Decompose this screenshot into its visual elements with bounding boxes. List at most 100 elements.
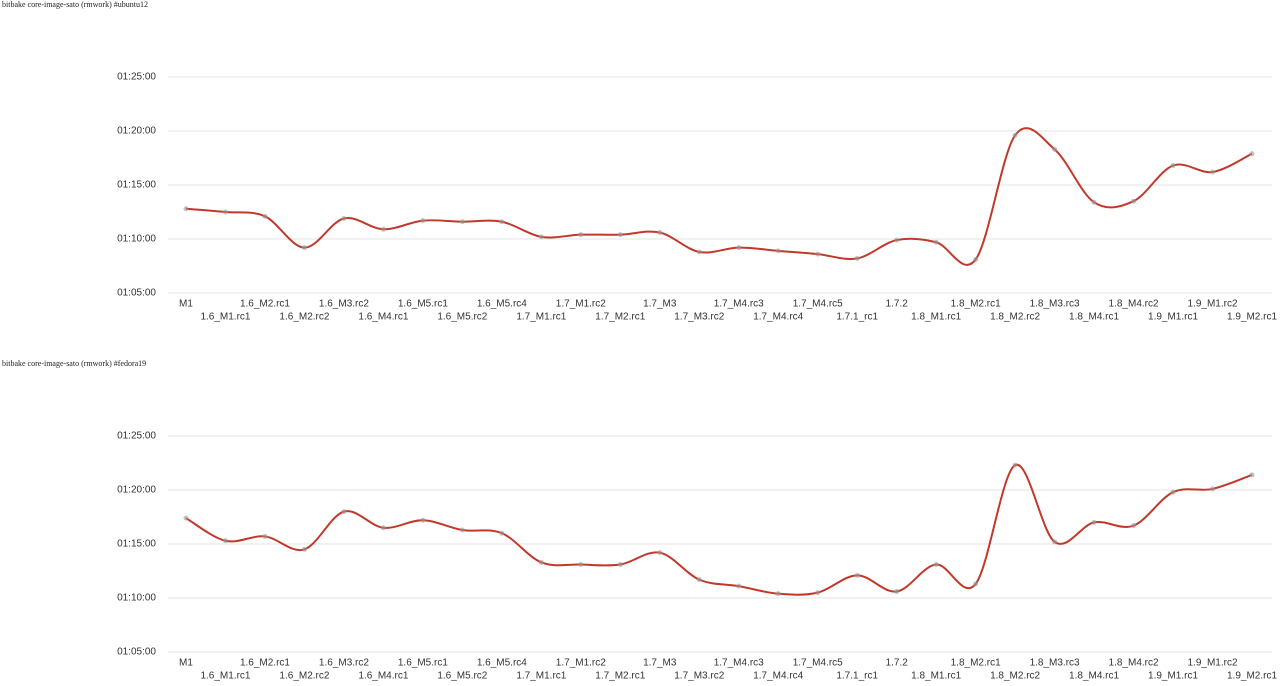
- x-tick-label: 1.7_M4.rc5: [793, 299, 843, 310]
- point: [183, 515, 189, 521]
- point: [262, 213, 268, 219]
- x-tick-label: 1.7_M1.rc1: [516, 312, 566, 323]
- x-tick-label: 1.7.2: [886, 299, 909, 310]
- point: [1131, 523, 1137, 529]
- point: [1249, 472, 1255, 478]
- point: [1210, 169, 1216, 175]
- point: [222, 209, 228, 215]
- point: [578, 562, 584, 568]
- y-tick-label: 01:20:00: [117, 485, 156, 496]
- x-tick-label: 1.8_M3.rc3: [1030, 658, 1080, 669]
- x-tick-label: 1.7_M4.rc5: [793, 658, 843, 669]
- point: [301, 546, 307, 552]
- point: [696, 577, 702, 583]
- x-tick-label: 1.6_M5.rc1: [398, 658, 448, 669]
- x-tick-label: 1.8_M4.rc2: [1109, 658, 1159, 669]
- point: [973, 257, 979, 263]
- point: [578, 232, 584, 238]
- x-tick-label: 1.6_M2.rc2: [279, 671, 329, 682]
- x-tick-label: 1.6_M5.rc2: [437, 671, 487, 682]
- point: [1170, 163, 1176, 169]
- point: [775, 591, 781, 597]
- x-tick-label: 1.7.2: [886, 658, 909, 669]
- x-tick-label: 1.6_M5.rc2: [437, 312, 487, 323]
- point: [222, 538, 228, 544]
- point: [1052, 539, 1058, 545]
- x-tick-label: 1.9_M1.rc1: [1148, 671, 1198, 682]
- y-tick-label: 01:10:00: [117, 234, 156, 245]
- point: [973, 581, 979, 587]
- x-tick-label: M1: [179, 299, 193, 310]
- point: [933, 239, 939, 245]
- x-tick-label: 1.7_M1.rc2: [556, 299, 606, 310]
- point: [854, 572, 860, 578]
- x-tick-label: 1.6_M4.rc1: [358, 312, 408, 323]
- x-tick-label: 1.9_M1.rc1: [1148, 312, 1198, 323]
- y-tick-label: 01:05:00: [117, 288, 156, 299]
- x-tick-label: 1.7_M1.rc1: [516, 671, 566, 682]
- y-tick-label: 01:25:00: [117, 72, 156, 83]
- x-tick-label: 1.6_M1.rc1: [200, 671, 250, 682]
- x-tick-label: 1.8_M4.rc2: [1109, 299, 1159, 310]
- x-tick-label: 1.7_M4.rc3: [714, 299, 764, 310]
- x-tick-label: 1.8_M2.rc1: [951, 658, 1001, 669]
- x-tick-label: 1.6_M3.rc2: [319, 658, 369, 669]
- x-tick-label: 1.8_M2.rc2: [990, 312, 1040, 323]
- x-tick-label: 1.7.1_rc1: [836, 671, 878, 682]
- point: [341, 215, 347, 221]
- point: [301, 245, 307, 251]
- point: [1012, 132, 1018, 138]
- point: [815, 590, 821, 596]
- point: [1249, 151, 1255, 157]
- x-tick-label: 1.7_M4.rc4: [753, 671, 803, 682]
- chart-title: bitbake core-image-sato (rmwork) #fedora…: [2, 359, 146, 368]
- y-tick-label: 01:05:00: [117, 647, 156, 658]
- x-tick-label: M1: [179, 658, 193, 669]
- point: [459, 527, 465, 533]
- point: [657, 550, 663, 556]
- point: [815, 251, 821, 257]
- point: [499, 219, 505, 225]
- point: [380, 226, 386, 232]
- x-tick-label: 1.7_M3.rc2: [674, 671, 724, 682]
- x-tick-label: 1.9_M2.rc1: [1227, 671, 1277, 682]
- point: [499, 530, 505, 536]
- x-tick-label: 1.7_M3.rc2: [674, 312, 724, 323]
- point: [380, 525, 386, 531]
- x-tick-label: 1.7_M2.rc1: [595, 671, 645, 682]
- y-tick-label: 01:20:00: [117, 126, 156, 137]
- x-tick-label: 1.6_M5.rc4: [477, 299, 527, 310]
- point: [696, 249, 702, 255]
- x-tick-label: 1.8_M4.rc1: [1069, 312, 1119, 323]
- point: [420, 218, 426, 224]
- x-tick-label: 1.8_M1.rc1: [911, 312, 961, 323]
- x-tick-label: 1.7_M4.rc3: [714, 658, 764, 669]
- point: [1131, 198, 1137, 204]
- chart-title: bitbake core-image-sato (rmwork) #ubuntu…: [2, 0, 148, 9]
- trend-line: [185, 464, 1253, 596]
- x-tick-label: 1.6_M3.rc2: [319, 299, 369, 310]
- trend-line: [185, 127, 1253, 266]
- x-tick-label: 1.8_M4.rc1: [1069, 671, 1119, 682]
- x-tick-label: 1.6_M5.rc4: [477, 658, 527, 669]
- point: [894, 589, 900, 595]
- x-tick-label: 1.9_M1.rc2: [1188, 299, 1238, 310]
- x-tick-label: 1.7_M2.rc1: [595, 312, 645, 323]
- y-tick-label: 01:25:00: [117, 431, 156, 442]
- x-tick-label: 1.6_M2.rc2: [279, 312, 329, 323]
- x-tick-label: 1.9_M2.rc1: [1227, 312, 1277, 323]
- x-tick-label: 1.7_M1.rc2: [556, 658, 606, 669]
- point: [933, 562, 939, 568]
- y-tick-label: 01:10:00: [117, 593, 156, 604]
- point: [341, 509, 347, 515]
- x-tick-label: 1.8_M2.rc1: [951, 299, 1001, 310]
- x-tick-label: 1.6_M2.rc1: [240, 299, 290, 310]
- point: [1012, 462, 1018, 468]
- point: [1170, 489, 1176, 495]
- point: [183, 206, 189, 212]
- point: [538, 234, 544, 240]
- point: [1210, 486, 1216, 492]
- point: [262, 533, 268, 539]
- x-tick-label: 1.6_M2.rc1: [240, 658, 290, 669]
